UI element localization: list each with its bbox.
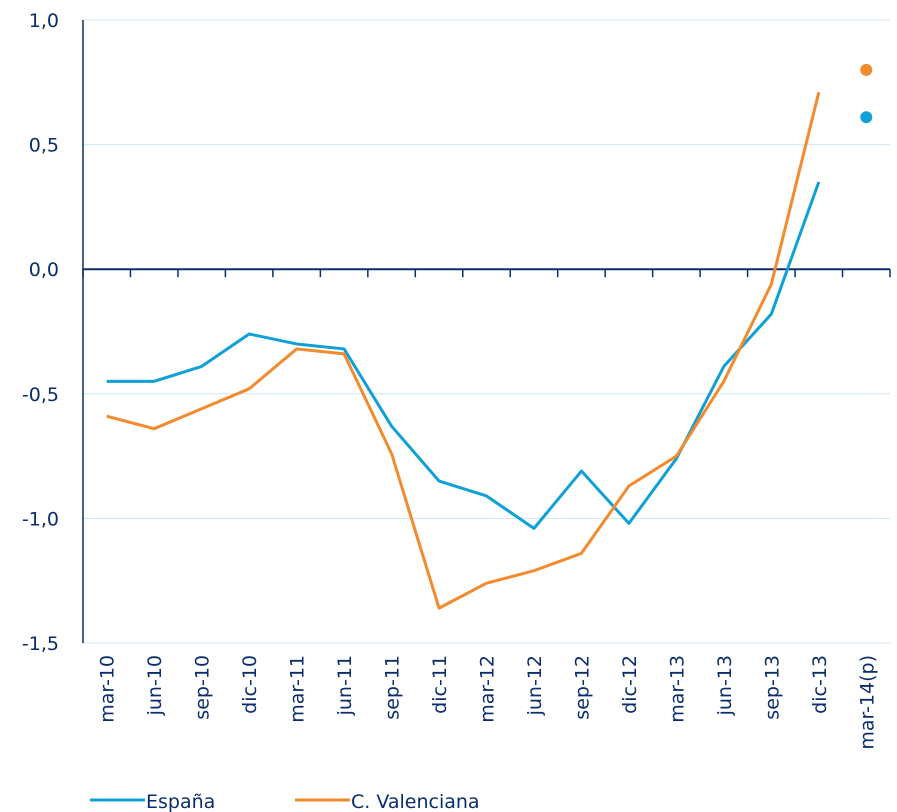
- x-tick-label: mar-13: [666, 655, 688, 723]
- x-tick-label: dic-12: [619, 655, 641, 714]
- y-tick-label: -1,0: [22, 508, 59, 530]
- x-tick-label: jun-13: [714, 655, 736, 716]
- y-tick-label: -1,5: [22, 633, 59, 655]
- y-tick-label: 1,0: [29, 10, 59, 32]
- line: [106, 91, 821, 610]
- x-tick-label: mar-11: [287, 655, 309, 723]
- x-tick-label: dic-10: [239, 655, 261, 714]
- x-tick-label: sep-10: [192, 655, 214, 720]
- x-tick-label: sep-13: [761, 655, 783, 720]
- x-tick-label: dic-13: [809, 655, 831, 714]
- x-tick-label: mar-10: [97, 655, 119, 723]
- line: [106, 181, 821, 530]
- legend-label: C. Valenciana: [351, 791, 480, 812]
- x-tick-label: mar-14(p): [856, 655, 878, 750]
- y-tick-label: 0,5: [29, 135, 59, 157]
- x-tick-label: dic-11: [429, 655, 451, 714]
- x-tick-label: jun-11: [334, 655, 356, 716]
- projection-dot: [860, 63, 873, 76]
- x-tick-label: jun-10: [144, 655, 166, 716]
- y-tick-label: -0,5: [22, 384, 59, 406]
- x-tick-label: jun-12: [524, 655, 546, 716]
- x-tick-label: sep-12: [571, 655, 593, 720]
- x-tick-label: mar-12: [477, 655, 499, 723]
- projection-dot: [860, 111, 873, 124]
- y-tick-label: 0,0: [29, 259, 59, 281]
- legend-label: España: [146, 791, 215, 812]
- x-tick-label: sep-11: [382, 655, 404, 720]
